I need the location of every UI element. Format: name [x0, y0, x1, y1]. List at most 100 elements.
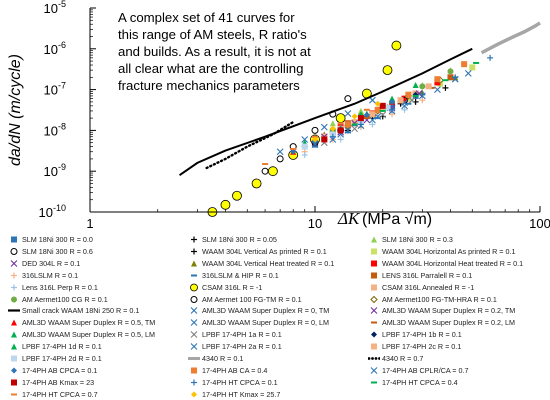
x-tick-label: 100: [529, 216, 550, 231]
legend-marker: [10, 247, 18, 255]
annotation-line: and builds. As a result, it is not at: [118, 44, 311, 59]
data-point: [369, 111, 376, 118]
data-point: [363, 111, 370, 118]
data-point: [405, 102, 412, 105]
y-tick-label: 10-6: [44, 40, 66, 57]
legend-item: AML3D WAAM Super Duplex R = 0.5, LM: [4, 329, 186, 340]
data-point: [344, 95, 352, 103]
annotation-line: fracture mechanics parameters: [118, 78, 300, 93]
data-point: [447, 74, 454, 81]
data-point: [369, 116, 376, 124]
data-point: [311, 126, 319, 134]
data-point: [397, 97, 404, 104]
plot-area: [178, 21, 541, 217]
legend-label: LPBF 17-4PH 2d R = 0.1: [22, 354, 102, 363]
data-point: [290, 148, 297, 151]
data-point: [276, 148, 284, 156]
data-point: [337, 136, 344, 143]
legend-label: 17-4PH AB Kmax = 23: [22, 377, 95, 387]
legend-row: Lens 316L Perp R = 0.1 CSAM 316L R = -1 CS…: [0, 282, 550, 293]
legend-symbol: [190, 331, 198, 339]
data-point: [232, 190, 242, 201]
data-point: [220, 199, 231, 210]
legend-label: CSAM 316L Annealed R = -1: [382, 282, 475, 292]
legend-row: 17-4PH HT CPCA = 0.7 17-4PH HT Kmax = 25.…: [0, 389, 550, 400]
legend-item: SLM 18Ni 300 R = 0.05: [184, 234, 366, 245]
data-point: [419, 91, 426, 98]
legend-label: SLM 18Ni 300 R = 0.6: [22, 246, 93, 256]
legend-item: 17-4PH HT Kmax = 25.7: [184, 389, 366, 400]
data-point: [408, 96, 416, 104]
data-point: [391, 40, 402, 51]
legend-marker: [11, 236, 17, 243]
series-21: [301, 81, 419, 146]
legend-row: 316LSLM R = 0.1 316LSLM & HIP R = 0.1 LENS…: [0, 270, 550, 281]
legend-symbol: [11, 379, 17, 386]
legend: SLM 18Ni 300 R = 0.0 SLM 18Ni 300 R = 0.0…: [0, 232, 550, 400]
legend-symbol: [10, 259, 18, 267]
x-tick-label: 10: [308, 216, 322, 231]
x-tick-label: 1: [86, 216, 93, 231]
data-point: [389, 102, 396, 109]
data-point: [351, 125, 359, 133]
legend-symbol: [371, 236, 377, 243]
legend-marker: [371, 272, 377, 279]
legend-item: 4340 R = 0.1: [184, 353, 366, 364]
legend-marker: [191, 260, 197, 267]
series-10: [312, 102, 412, 148]
legend-item: SLM 18Ni 300 R = 0.0: [4, 234, 186, 245]
legend-item: AM Aermet 100 FG-TM R = 0.1: [184, 294, 366, 305]
legend-symbol: [11, 319, 17, 326]
curve-4340-r01: [480, 21, 541, 55]
legend-marker: [11, 379, 17, 386]
data-point: [434, 79, 441, 86]
legend-item: WAAM 304L Horizontal As printed R = 0.1: [364, 246, 546, 257]
data-point: [425, 83, 432, 90]
series-36: [351, 61, 480, 126]
legend-row: SLM 18Ni 300 R = 0.0 SLM 18Ni 300 R = 0.0…: [0, 234, 550, 245]
legend-marker: [11, 367, 17, 374]
x-axis-label-main: ΔK: [337, 209, 361, 228]
data-point: [442, 84, 449, 91]
legend-item: 316LSLM R = 0.1: [4, 270, 186, 281]
legend-item: WAAM 304L Vertical As printed R = 0.1: [184, 246, 366, 257]
data-point: [369, 121, 376, 128]
legend-symbol: [11, 236, 17, 243]
legend-symbol: [11, 272, 17, 279]
legend-item: SLM 18Ni 300 R = 0.6: [4, 246, 186, 257]
legend-row: AML3D WAAM Super Duplex R = 0.5, LM LPBF …: [0, 329, 550, 340]
legend-label: AML3D WAAM Super Duplex R = 0, LM: [202, 318, 329, 328]
legend-symbol: [190, 283, 198, 291]
legend-label: AM Aermet100 FG-TM-HRA R = 0.1: [382, 294, 497, 304]
legend-item: AML3D WAAM Super Duplex R = 0, LM: [184, 317, 366, 328]
data-point: [301, 136, 309, 143]
legend-row: AML3D WAAM Super Duplex R = 0.5, TM AML3D…: [0, 317, 550, 328]
data-point: [442, 79, 449, 82]
legend-marker: [191, 248, 197, 255]
legend-marker: [371, 248, 377, 255]
data-point: [382, 65, 393, 76]
legend-label: LPBF 17-4PH 1b R = 0.1: [382, 330, 462, 340]
data-point: [344, 110, 352, 117]
data-point: [384, 104, 391, 111]
legend-marker: [371, 260, 377, 267]
legend-symbol: [370, 295, 378, 303]
legend-item: LPBF 17-4PH 1b R = 0.1: [364, 329, 546, 340]
legend-marker: [11, 272, 17, 279]
data-point: [251, 178, 262, 189]
legend-label: WAAM 304L Vertical Heat treated R = 0.1: [202, 258, 335, 268]
axes: 1 10 100 10-10 10-9 10-8 10-7 10-6 10-5: [39, 0, 550, 231]
legend-item: Lens 316L Perp R = 0.1: [4, 282, 186, 293]
data-point: [374, 100, 381, 107]
data-point: [401, 95, 408, 102]
legend-row: SLM 18Ni 300 R = 0.6 WAAM 304L Vertical A…: [0, 246, 550, 257]
series-38: [312, 100, 381, 143]
data-point: [329, 133, 336, 140]
data-point: [412, 81, 419, 88]
legend-label: 316LSLM & HIP R = 0.1: [202, 270, 279, 280]
legend-item: AM Aermet100 CG R = 0.1: [4, 294, 186, 305]
legend-label: WAAM 304L Vertical As printed R = 0.1: [202, 246, 327, 256]
legend-symbol: [371, 343, 377, 350]
data-point: [344, 131, 351, 134]
data-point: [335, 113, 346, 124]
